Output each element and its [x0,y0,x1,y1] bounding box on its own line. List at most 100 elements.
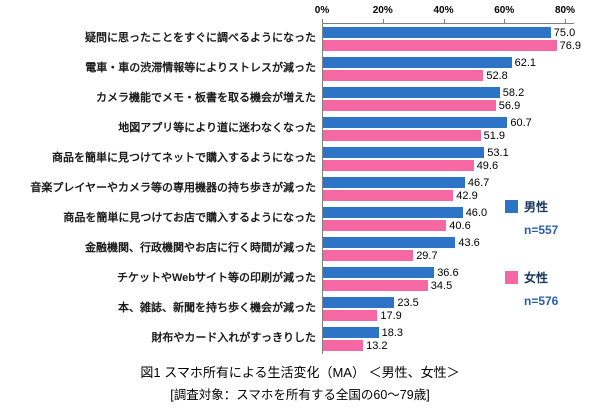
bar-male [323,177,465,188]
chart-row: 電車・車の渋滞情報等によりストレスが減った 62.1 52.8 [0,54,600,84]
bar-pair: 75.0 76.9 [322,24,600,54]
value-label-female: 42.9 [456,189,478,202]
axis-spacer [0,4,322,24]
bar-male [323,267,435,278]
category-label: 疑問に思ったことをすぐに調べるようになった [85,32,316,45]
bar-line-male: 23.5 [323,296,600,309]
value-label-female: 76.9 [559,39,582,52]
category-label: 音楽プレイヤーやカメラ等の専用機器の持ち歩きが減った [30,182,316,195]
bar-female [323,190,454,201]
value-label-male: 46.7 [467,176,490,189]
bar-line-male: 53.1 [323,146,600,159]
category-label: 金融機関、行政機関やお店に行く時間が減った [85,242,316,255]
chart-row: 商品を簡単に見つけてお店で購入するようになった 46.0 40.6 [0,204,600,234]
value-label-male: 53.1 [487,146,509,159]
legend-head-female: 女性 [505,269,558,286]
bar-female [323,160,474,171]
value-label-male: 43.6 [458,236,480,249]
category-label: 本、雑誌、新聞を持ち歩く機会が減った [118,302,316,315]
chart-row: 疑問に思ったことをすぐに調べるようになった 75.0 76.9 [0,24,600,54]
bar-pair: 36.6 34.5 [322,264,600,294]
category-label: 地図アプリ等により道に迷わなくなった [118,122,316,135]
bar-pair: 62.1 52.8 [322,54,600,84]
value-label-female: 56.9 [498,99,521,112]
value-label-female: 13.2 [366,339,388,352]
bar-line-female: 42.9 [323,189,600,202]
bar-pair: 23.5 17.9 [322,294,600,324]
bar-female [323,250,414,261]
x-tick-mark [443,19,445,23]
bar-line-female: 29.7 [323,249,600,262]
bar-line-male: 75.0 [323,26,600,39]
x-axis: 0% 20% 40% 60% 80% [0,4,600,24]
x-tick-label: 80% [554,5,576,16]
bar-pair: 18.3 13.2 [322,324,600,354]
legend-swatch-male-icon [505,200,518,213]
value-label-female: 29.7 [416,249,438,262]
chart-row: チケットやWebサイト等の印刷が減った 36.6 34.5 [0,264,600,294]
bar-female [323,310,378,321]
value-label-male: 62.1 [514,56,537,69]
category-label: 財布やカード入れがすっきりした [151,332,316,345]
bar-female [323,70,484,81]
value-label-female: 34.5 [430,279,453,292]
bar-line-male: 46.7 [323,176,600,189]
bar-line-female: 56.9 [323,99,600,112]
x-tick-mark [382,19,384,23]
bar-female [323,280,428,291]
category-label: 商品を簡単に見つけてネットで購入するようになった [52,152,316,165]
value-label-male: 23.5 [397,296,419,309]
bar-line-female: 51.9 [323,130,600,142]
x-tick-label: 40% [433,5,454,16]
value-label-male: 75.0 [553,26,576,39]
bar-male [323,57,512,68]
legend-item-female: 女性 n=576 [505,269,558,308]
bar-male [323,207,463,218]
bar-female [323,100,496,111]
bar-line-female: 40.6 [323,219,600,232]
chart-row: 地図アプリ等により道に迷わなくなった 60.7 51.9 [0,114,600,144]
value-label-male: 46.0 [465,206,488,219]
bar-male [323,87,500,98]
value-label-female: 40.6 [449,219,471,232]
bar-female [323,220,447,231]
chart-row: 商品を簡単に見つけてネットで購入するようになった 53.1 49.6 [0,144,600,174]
bar-line-female: 52.8 [323,70,600,82]
legend-label-female: 女性 [524,271,549,285]
bar-pair: 60.7 51.9 [322,114,600,144]
legend-label-male: 男性 [524,200,549,214]
bar-pair: 46.0 40.6 [322,204,600,234]
bar-line-male: 46.0 [323,206,600,219]
bar-male [323,297,395,308]
bar-line-female: 49.6 [323,159,600,172]
legend: 男性 n=557 女性 n=576 [505,198,558,340]
category-label: チケットやWebサイト等の印刷が減った [116,272,316,285]
bar-line-female: 13.2 [323,339,600,352]
bar-pair: 46.7 42.9 [322,174,600,204]
bar-line-male: 58.2 [323,87,600,99]
bar-female [323,40,557,51]
value-label-male: 18.3 [381,326,404,339]
bar-pair: 58.2 56.9 [322,84,600,114]
bar-line-male: 36.6 [323,267,600,279]
bar-male [323,237,456,248]
x-tick-mark [504,19,506,23]
x-tick-mark [322,19,323,23]
legend-n-female: n=576 [524,294,559,308]
bar-male [323,27,551,38]
legend-item-male: 男性 n=557 [505,198,558,237]
value-label-male: 60.7 [510,116,532,129]
x-tick-mark [565,19,566,23]
bar-line-male: 62.1 [323,56,600,69]
category-label: カメラ機能でメモ・板書を取る機会が増えた [96,92,316,105]
bar-female [323,130,481,141]
legend-swatch-female-icon [505,271,518,284]
bar-line-male: 43.6 [323,236,600,249]
bar-pair: 43.6 29.7 [322,234,600,264]
bar-line-male: 18.3 [323,326,600,339]
bar-line-female: 34.5 [323,279,600,292]
bar-female [323,340,364,351]
chart-subtitle: [調査対象：スマホを所有する全国の60～79歳] [170,388,430,402]
value-label-female: 49.6 [476,159,499,172]
